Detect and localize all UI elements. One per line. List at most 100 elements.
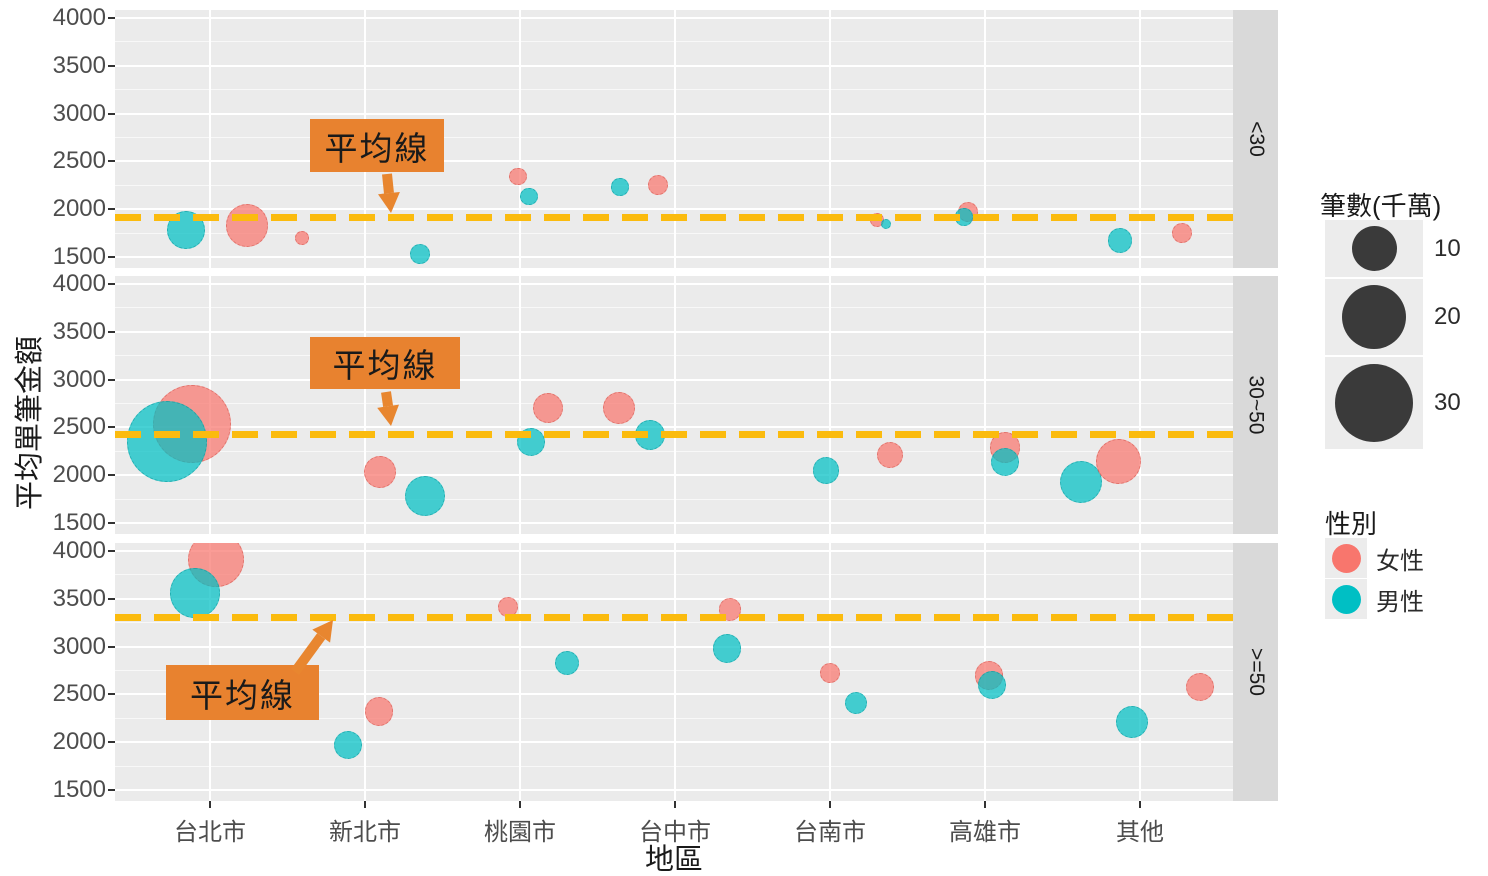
- x-tick-mark: [364, 801, 366, 808]
- vertical-gridline: [674, 10, 676, 268]
- bubble-台中市-男性: [611, 178, 629, 196]
- bubble-桃園市-女性: [509, 167, 527, 186]
- bubble-台南市-男性: [812, 457, 840, 484]
- vertical-gridline: [519, 543, 521, 801]
- facet-strip->=50: >=50: [1233, 543, 1278, 801]
- y-tick-mark: [108, 330, 115, 333]
- y-tick-mark: [108, 64, 115, 67]
- y-tick-mark: [108, 256, 115, 258]
- gender-legend-title: 性別: [1325, 509, 1378, 539]
- bubble-其他-女性: [1171, 223, 1193, 244]
- gender-legend-label-male: 男性: [1376, 588, 1424, 616]
- y-tick-label: 3000: [52, 632, 106, 660]
- x-tick-label-高雄市: 高雄市: [949, 819, 1021, 846]
- facet-panel->=50: 平均線: [115, 543, 1233, 801]
- vertical-gridline: [674, 543, 676, 801]
- vertical-gridline: [1139, 276, 1141, 534]
- y-tick-mark: [108, 789, 115, 791]
- y-tick-label: 3500: [52, 51, 106, 79]
- vertical-gridline: [209, 10, 211, 268]
- y-tick-label: 2500: [52, 147, 106, 175]
- size-legend-circle-10: [1351, 226, 1397, 271]
- x-tick-mark: [984, 801, 986, 808]
- annotation-box: 平均線: [310, 119, 444, 172]
- gender-legend-key-male: [1325, 579, 1367, 619]
- bubble-其他-女性: [1095, 439, 1141, 485]
- bubble-台南市-女性: [819, 663, 841, 684]
- facet-strip-label: >=50: [1244, 648, 1268, 696]
- x-tick-mark: [674, 801, 676, 808]
- annotation-box: 平均線: [166, 665, 319, 720]
- y-tick-label: 4000: [52, 537, 106, 564]
- y-tick-label: 4000: [52, 4, 106, 31]
- size-legend-value-30: 30: [1434, 389, 1461, 416]
- bubble-高雄市-男性: [977, 670, 1007, 700]
- male-legend-circle: [1331, 584, 1361, 614]
- bubble-桃園市-男性: [520, 188, 538, 206]
- vertical-gridline: [364, 276, 366, 534]
- y-tick-label: 1500: [52, 776, 106, 803]
- size-legend-circle-30: [1335, 364, 1413, 442]
- y-tick-mark: [108, 426, 115, 429]
- facet-strip-<30: <30: [1233, 10, 1278, 268]
- x-tick-label-新北市: 新北市: [329, 819, 401, 846]
- size-legend-key-20: [1325, 279, 1423, 355]
- y-tick-label: 2000: [52, 195, 106, 223]
- bubble-桃園市-女性: [532, 393, 564, 424]
- y-tick-mark: [108, 741, 115, 744]
- x-tick-mark: [829, 801, 831, 808]
- x-tick-label-台北市: 台北市: [174, 819, 246, 846]
- bubble-新北市-女性: [364, 456, 396, 489]
- vertical-gridline: [1139, 543, 1141, 801]
- annotation-box: 平均線: [310, 337, 460, 389]
- bubble-新北市-男性: [333, 730, 363, 760]
- gender-legend-key-female: [1325, 538, 1367, 578]
- size-legend-key-10: [1325, 220, 1423, 277]
- y-tick-label: 3000: [52, 365, 106, 393]
- bubble-新北市-男性: [409, 244, 431, 265]
- bubble-台北市-男性: [170, 568, 220, 618]
- facet-strip-label: 30~50: [1244, 375, 1268, 435]
- bubble-新北市-女性: [294, 230, 310, 245]
- vertical-gridline: [364, 543, 366, 801]
- y-tick-mark: [108, 17, 115, 19]
- bubble-台南市-女性: [876, 441, 904, 469]
- y-tick-label: 2000: [52, 461, 106, 489]
- facet-strip-label: <30: [1244, 121, 1268, 157]
- size-legend-value-20: 20: [1434, 303, 1461, 330]
- gender-legend-label-female: 女性: [1376, 547, 1424, 575]
- vertical-gridline: [829, 276, 831, 534]
- bubble-台中市-女性: [603, 392, 635, 425]
- y-tick-label: 1500: [52, 243, 106, 270]
- facet-strip-30~50: 30~50: [1233, 276, 1278, 534]
- y-tick-label: 3500: [52, 317, 106, 345]
- y-tick-mark: [108, 160, 115, 163]
- x-tick-mark: [1139, 801, 1141, 808]
- vertical-gridline: [674, 276, 676, 534]
- x-tick-label-台南市: 台南市: [794, 819, 866, 846]
- average-line: [115, 430, 1233, 438]
- bubble-台中市-男性: [712, 634, 742, 663]
- x-tick-label-台中市: 台中市: [639, 819, 711, 846]
- vertical-gridline: [984, 276, 986, 534]
- bubble-台北市-男性: [126, 401, 208, 482]
- y-tick-mark: [108, 283, 115, 285]
- y-tick-mark: [108, 208, 115, 211]
- y-tick-label: 2500: [52, 413, 106, 441]
- vertical-gridline: [1139, 10, 1141, 268]
- y-tick-mark: [108, 112, 115, 115]
- facet-panel-30~50: 平均線: [115, 276, 1233, 534]
- x-tick-mark: [519, 801, 521, 808]
- female-legend-circle: [1331, 543, 1361, 573]
- y-tick-label: 3000: [52, 99, 106, 127]
- y-tick-mark: [108, 522, 115, 524]
- vertical-gridline: [829, 10, 831, 268]
- bubble-高雄市-男性: [990, 447, 1020, 477]
- y-tick-label: 2000: [52, 728, 106, 756]
- y-axis-title: 平均單筆金額: [14, 335, 46, 511]
- vertical-gridline: [519, 10, 521, 268]
- x-axis-title: 地區: [644, 844, 703, 876]
- average-line: [115, 614, 1233, 622]
- y-tick-mark: [108, 645, 115, 648]
- y-tick-label: 3500: [52, 584, 106, 612]
